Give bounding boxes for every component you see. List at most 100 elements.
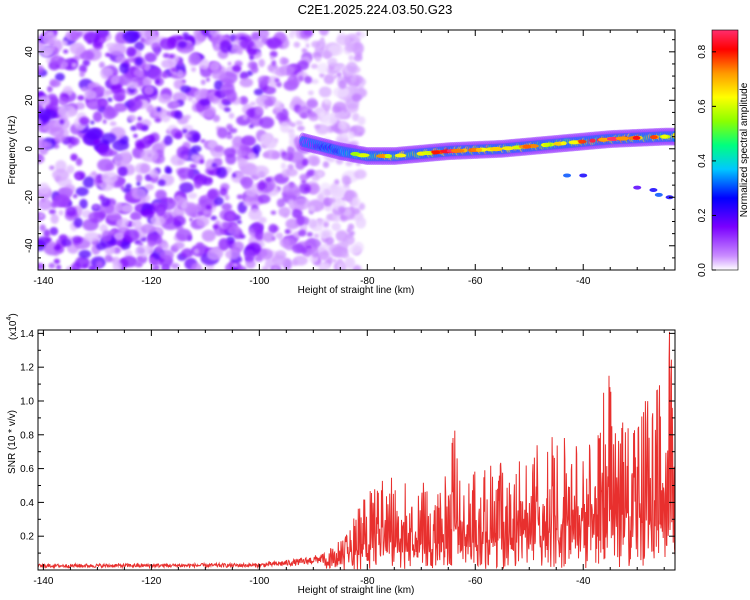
noise-blob [134, 260, 142, 268]
snr-x-label: Height of straight line (km) [298, 585, 415, 596]
noise-blob [300, 224, 307, 229]
noise-blob [261, 265, 269, 270]
noise-blob [242, 114, 248, 121]
noise-blob [66, 164, 75, 174]
noise-blob [262, 231, 275, 243]
noise-blob [285, 168, 298, 177]
noise-blob [60, 40, 68, 46]
noise-blob [49, 165, 55, 171]
noise-blob [155, 79, 160, 85]
noise-blob [54, 194, 70, 207]
noise-blob [109, 121, 117, 127]
noise-blob [278, 206, 291, 218]
noise-blob [237, 158, 249, 167]
noise-blob [225, 249, 240, 260]
noise-blob [77, 126, 84, 131]
noise-blob [150, 214, 167, 227]
noise-blob [141, 223, 156, 235]
noise-blob [191, 66, 197, 72]
noise-blob [288, 132, 296, 139]
noise-blob [46, 85, 53, 93]
noise-blob [174, 110, 183, 120]
noise-blob [168, 53, 175, 59]
noise-blob [155, 245, 163, 253]
noise-blob [58, 95, 69, 106]
noise-blob [38, 182, 50, 196]
noise-blob [183, 133, 192, 139]
noise-blob [49, 79, 61, 88]
noise-blob [218, 238, 230, 251]
noise-blob [225, 153, 237, 165]
noise-blob [305, 43, 310, 48]
noise-blob [348, 54, 354, 61]
noise-blob [163, 135, 173, 146]
noise-blob [322, 50, 333, 59]
noise-blob [219, 187, 228, 197]
colorbar-gradient [712, 30, 738, 270]
snr-y-axis: 0.2 0.4 0.6 0.8 1.0 1.2 1.4 [20, 329, 675, 554]
noise-blob [317, 193, 325, 202]
noise-blob [179, 182, 194, 194]
ridge-hotspot [450, 148, 465, 153]
noise-blob [242, 177, 253, 190]
noise-blob [226, 212, 235, 221]
noise-blob [331, 222, 341, 232]
noise-blob [310, 63, 318, 69]
noise-blob [172, 92, 188, 103]
ridge-hotspot [501, 146, 515, 151]
x-tick-label: -100 [249, 276, 269, 287]
noise-blob [347, 131, 355, 140]
noise-blob [168, 197, 174, 204]
noise-blob [280, 162, 287, 170]
x-tick-label: -40 [576, 576, 591, 587]
noise-blob [180, 85, 191, 93]
snr-y-multiplier: (x104) [6, 313, 19, 340]
noise-blob [38, 139, 48, 150]
noise-blob [208, 30, 220, 37]
noise-blob [239, 38, 255, 49]
noise-blob [120, 178, 126, 184]
colorbar-axis: 0.0 0.2 0.4 0.6 0.8 [697, 29, 739, 277]
noise-blob [236, 194, 244, 200]
noise-blob [38, 155, 43, 161]
noise-blob [333, 101, 347, 112]
noise-blob [303, 30, 314, 37]
snr-multiplier-base: (x10 [8, 320, 19, 340]
noise-blob [349, 76, 356, 82]
noise-blob [335, 230, 348, 242]
noise-blob [250, 65, 259, 74]
noise-blob [136, 256, 144, 262]
noise-blob [255, 105, 264, 116]
noise-blob [268, 223, 278, 234]
noise-blob [247, 151, 257, 160]
noise-blob [125, 46, 137, 57]
noise-blob [298, 229, 307, 237]
noise-blob [59, 119, 65, 125]
noise-blob [151, 265, 158, 270]
noise-blob [98, 61, 105, 69]
noise-blob [207, 189, 218, 200]
noise-blob [355, 31, 361, 37]
noise-blob [71, 262, 81, 270]
noise-blob [188, 52, 202, 65]
noise-blob [38, 95, 51, 107]
noise-blob [161, 71, 169, 79]
noise-blob [340, 241, 349, 248]
noise-blob [325, 236, 335, 246]
noise-blob [341, 175, 351, 186]
noise-blob [100, 197, 111, 207]
noise-blob [58, 210, 64, 216]
noise-blob [348, 244, 362, 255]
noise-blob [229, 127, 238, 134]
noise-blob [323, 73, 335, 85]
x-tick-label: -120 [141, 576, 161, 587]
ridge-hotspot [589, 138, 596, 143]
noise-blob [320, 37, 325, 42]
noise-blob [347, 223, 355, 231]
noise-blob [192, 133, 200, 142]
noise-blob [336, 34, 351, 46]
noise-blob [352, 264, 362, 270]
y-tick-label: 0 [24, 146, 35, 152]
noise-blob [202, 176, 213, 186]
noise-blob [81, 86, 89, 92]
